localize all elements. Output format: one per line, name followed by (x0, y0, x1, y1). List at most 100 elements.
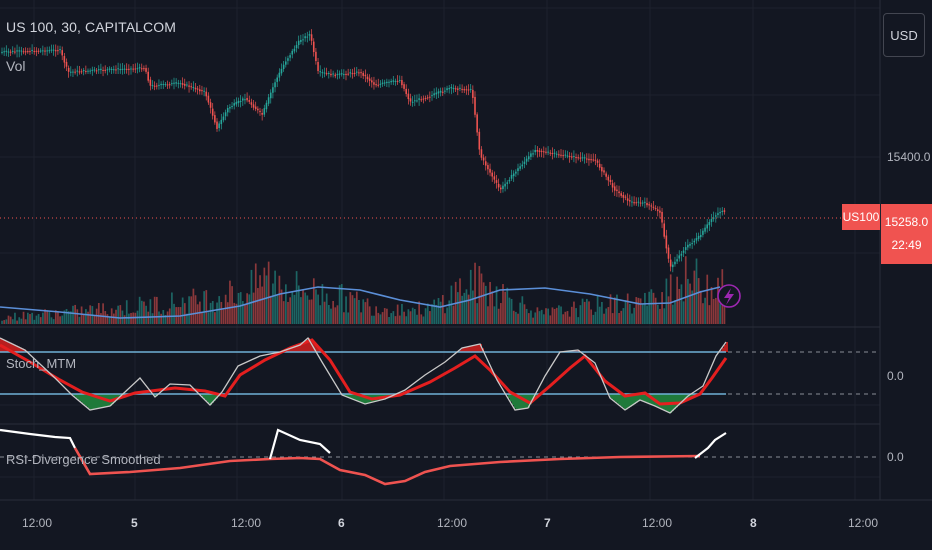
volume-bar (663, 308, 666, 324)
candle-body (362, 72, 364, 76)
candle-body (158, 84, 160, 86)
last-price-tag: 15258.0 22:49 (881, 204, 932, 264)
stoch-pane (0, 336, 880, 414)
candle-body (710, 218, 713, 222)
candle-body (310, 34, 313, 41)
volume-bar (568, 316, 571, 324)
candle-body (108, 68, 111, 70)
volume-bar (603, 313, 605, 324)
volume-bar (459, 278, 461, 324)
candle-body (665, 235, 668, 249)
candle-body (269, 92, 272, 99)
volume-bar (560, 306, 562, 324)
volume-bar (654, 297, 657, 324)
volume-bar (407, 309, 410, 324)
volume-bar (441, 295, 444, 324)
stoch-pane-title[interactable]: Stoch_MTM (6, 356, 77, 371)
candle-body (583, 157, 586, 159)
candle-body (218, 123, 220, 128)
volume-bar (323, 301, 326, 324)
volume-bar (564, 311, 567, 324)
volume-bar (433, 299, 436, 324)
candle-body (594, 159, 597, 161)
candle-body (263, 108, 266, 115)
candle-body (192, 86, 195, 88)
volume-moving-average (0, 286, 721, 319)
rsi-pane-title[interactable]: RSI-Divergence Smoothed (6, 452, 161, 467)
volume-bar (229, 280, 231, 324)
volume-bar (72, 305, 74, 324)
candle-body (689, 243, 691, 246)
volume-bar (222, 309, 225, 324)
volume-bar (704, 297, 706, 324)
candle-body (149, 79, 152, 86)
last-price-value: 15258.0 (884, 215, 929, 229)
volume-bar (444, 313, 446, 324)
candle-body (697, 235, 700, 239)
volume-bar (35, 315, 38, 324)
volume-bar (637, 297, 640, 324)
volume-bar (24, 319, 27, 324)
volume-bar (166, 311, 169, 324)
candle-body (319, 71, 321, 73)
volume-bar (250, 269, 253, 324)
candle-body (1, 51, 3, 53)
volume-bar (297, 285, 300, 324)
volume-bar (140, 300, 143, 324)
volume-bar (515, 311, 517, 324)
candle-body (181, 83, 184, 85)
volume-bar (233, 302, 236, 324)
volume-bar (446, 307, 448, 324)
candle-body (547, 151, 549, 153)
volume-bar (325, 293, 328, 324)
time-tick: 12:00 (22, 516, 53, 530)
candle-body (95, 70, 98, 72)
volume-bar (244, 304, 246, 324)
candle-body (538, 150, 541, 152)
candle-body (196, 88, 199, 90)
volume-bar (702, 303, 704, 324)
volume-bar (358, 299, 360, 324)
time-tick-day: 8 (750, 516, 757, 530)
candle-body (259, 110, 261, 112)
volume-bar (390, 313, 393, 324)
volume-bar (224, 294, 227, 324)
currency-button[interactable]: USD (883, 13, 925, 57)
volume-bar (672, 304, 674, 324)
volume-bar (682, 301, 685, 324)
symbol-title[interactable]: US 100, 30, CAPITALCOM (6, 19, 177, 35)
candle-body (312, 41, 315, 53)
volume-bar (396, 304, 399, 324)
volume-indicator-label[interactable]: Vol (6, 58, 26, 74)
volume-bar (39, 317, 42, 324)
candle-body (162, 84, 165, 86)
candle-body (444, 90, 446, 92)
candle-body (323, 72, 326, 74)
candle-body (364, 74, 367, 77)
candle-body (573, 156, 575, 158)
candle-body (558, 154, 560, 156)
volume-bar (183, 303, 186, 324)
candle-body (347, 73, 349, 75)
candle-body (104, 69, 106, 71)
volume-bar (364, 302, 367, 324)
volume-bar (160, 313, 162, 324)
volume-bar (461, 295, 463, 324)
lightning-icon[interactable] (717, 284, 741, 308)
candle-body (500, 187, 502, 190)
candle-body (570, 156, 573, 158)
volume-bar (379, 314, 382, 324)
candle-body (497, 183, 500, 188)
volume-bar (530, 310, 532, 324)
volume-bar (493, 306, 496, 324)
volume-bar (416, 314, 418, 324)
candle-body (100, 68, 102, 71)
volume-bar (272, 283, 274, 324)
volume-bar (476, 303, 479, 324)
candle-body (44, 50, 46, 52)
volume-bar (295, 271, 298, 324)
candle-body (289, 55, 291, 58)
volume-bar (158, 311, 160, 324)
volume-bar (302, 290, 304, 324)
